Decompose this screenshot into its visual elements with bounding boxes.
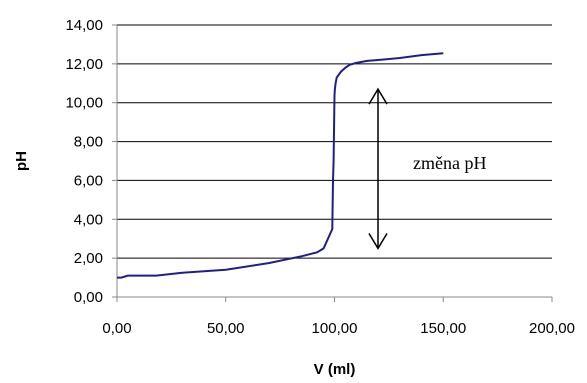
y-tick-labels: 0,00 2,00 4,00 6,00 8,00 10,00 12,00 14,00 [65,17,103,306]
titration-curve-line [117,52,444,279]
arrow-head-down [368,233,388,250]
x-tick-label: 50,00 [207,320,245,337]
axes [116,25,552,298]
x-tick-label: 0,00 [102,320,131,337]
annotation-group: změna pH [368,87,486,250]
y-tick-label: 6,00 [74,172,103,189]
x-tick-label: 100,00 [312,320,358,337]
arrow-head-up [368,87,388,105]
y-tick-label: 4,00 [74,211,103,228]
y-tick-label: 14,00 [65,17,103,34]
y-tick-label: 0,00 [74,289,103,306]
y-tick-label: 2,00 [74,250,103,267]
ph-change-annotation: změna pH [413,153,486,173]
series-group [117,52,444,279]
y-axis-label: pH [13,151,30,171]
y-tick-label: 10,00 [65,95,103,112]
y-tick-label: 12,00 [65,56,103,73]
x-tick-label: 150,00 [420,320,466,337]
x-tick-labels: 0,00 50,00 100,00 150,00 200,00 [102,320,575,337]
y-tick-label: 8,00 [74,134,103,151]
x-axis-label: V (ml) [314,361,356,378]
grid-lines [112,24,553,302]
x-tick-label: 200,00 [529,320,575,337]
